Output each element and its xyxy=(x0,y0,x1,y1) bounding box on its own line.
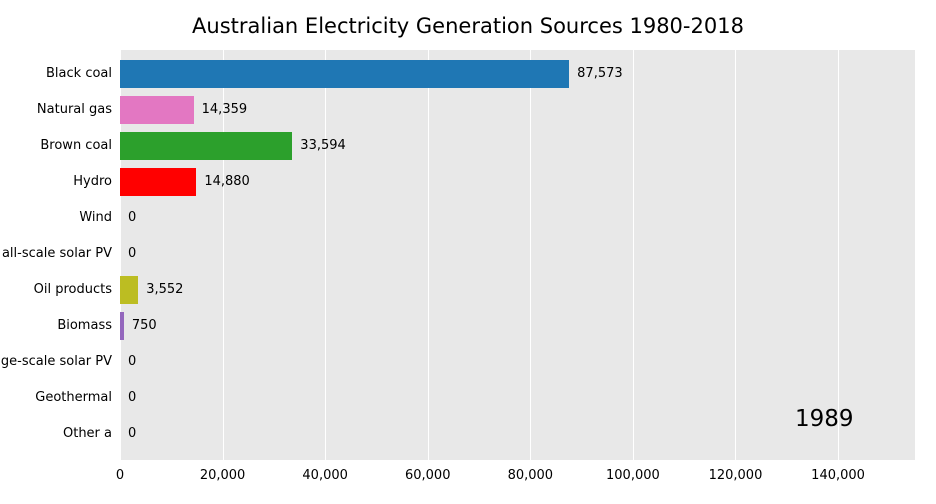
x-tick-label: 40,000 xyxy=(302,468,348,483)
bar xyxy=(120,168,196,196)
category-label: ge-scale solar PV xyxy=(0,354,112,369)
value-label: 0 xyxy=(128,210,136,225)
gridline xyxy=(735,50,736,460)
gridline xyxy=(633,50,634,460)
x-tick-label: 20,000 xyxy=(200,468,246,483)
category-label: Other a xyxy=(0,426,112,441)
gridline xyxy=(530,50,531,460)
year-label: 1989 xyxy=(795,406,854,432)
bar xyxy=(120,96,194,124)
x-tick-label: 120,000 xyxy=(709,468,763,483)
bar xyxy=(120,312,124,340)
category-label: Biomass xyxy=(0,318,112,333)
value-label: 0 xyxy=(128,354,136,369)
category-label: Black coal xyxy=(0,66,112,81)
value-label: 750 xyxy=(132,318,157,333)
value-label: 3,552 xyxy=(146,282,183,297)
x-tick-label: 100,000 xyxy=(606,468,660,483)
category-label: Wind xyxy=(0,210,112,225)
value-label: 0 xyxy=(128,390,136,405)
x-tick-label: 0 xyxy=(116,468,124,483)
value-label: 14,359 xyxy=(202,102,248,117)
category-label: Oil products xyxy=(0,282,112,297)
value-label: 33,594 xyxy=(300,138,346,153)
category-label: Natural gas xyxy=(0,102,112,117)
category-label: all-scale solar PV xyxy=(0,246,112,261)
bar xyxy=(120,132,292,160)
gridline xyxy=(325,50,326,460)
category-label: Geothermal xyxy=(0,390,112,405)
chart-container: Australian Electricity Generation Source… xyxy=(0,0,936,504)
category-label: Brown coal xyxy=(0,138,112,153)
value-label: 0 xyxy=(128,426,136,441)
value-label: 0 xyxy=(128,246,136,261)
bar xyxy=(120,276,138,304)
gridline xyxy=(838,50,839,460)
chart-title: Australian Electricity Generation Source… xyxy=(0,14,936,38)
value-label: 87,573 xyxy=(577,66,623,81)
x-tick-label: 60,000 xyxy=(405,468,451,483)
x-tick-label: 80,000 xyxy=(508,468,554,483)
value-label: 14,880 xyxy=(204,174,250,189)
x-tick-label: 140,000 xyxy=(811,468,865,483)
gridline xyxy=(428,50,429,460)
category-label: Hydro xyxy=(0,174,112,189)
bar xyxy=(120,60,569,88)
